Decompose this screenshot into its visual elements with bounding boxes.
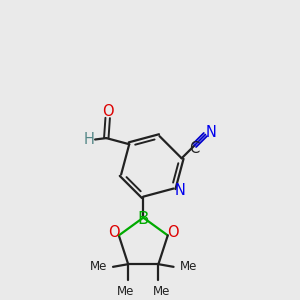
Text: O: O <box>102 104 113 119</box>
Text: H: H <box>83 132 94 147</box>
Text: C: C <box>189 141 200 156</box>
Text: Me: Me <box>180 260 197 273</box>
Text: N: N <box>174 183 185 198</box>
Text: Me: Me <box>89 260 107 273</box>
Text: Me: Me <box>117 285 134 298</box>
Text: N: N <box>206 125 217 140</box>
Text: O: O <box>108 225 120 240</box>
Text: Me: Me <box>152 285 170 298</box>
Text: B: B <box>138 210 149 228</box>
Text: O: O <box>167 225 178 240</box>
